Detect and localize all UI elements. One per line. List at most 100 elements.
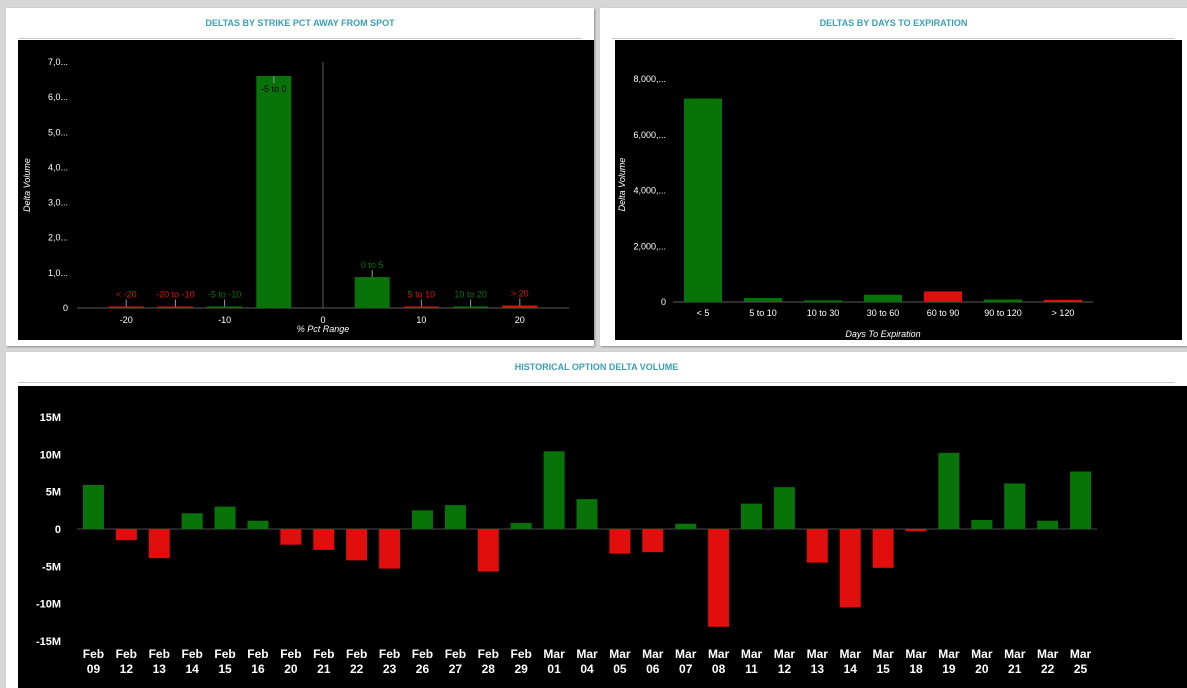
bar-mar-15 <box>872 529 894 568</box>
bar-feb-13 <box>148 529 170 559</box>
data-label-10-to-20: 10 to 20 <box>454 290 487 300</box>
bar-10-to-20 <box>453 306 489 308</box>
x-tick-day: 19 <box>942 662 956 676</box>
bar-5 <box>684 98 722 302</box>
x-tick-label: 10 to 30 <box>807 308 840 318</box>
x-tick-day: 07 <box>679 662 693 676</box>
historical-delta-panel: HISTORICAL OPTION DELTA VOLUME -15M -10M -… <box>6 352 1187 688</box>
x-tick-month: Mar <box>938 647 960 661</box>
x-tick-month: Feb <box>313 647 334 661</box>
y-tick-label: 10M <box>40 449 61 461</box>
y-tick-label: 2,0... <box>48 233 68 243</box>
x-tick-month: Mar <box>642 647 664 661</box>
y-tick-label: -10M <box>36 599 61 611</box>
bar-30-to-60 <box>864 294 902 302</box>
x-tick-month: Mar <box>609 647 631 661</box>
y-tick-label: 4,0... <box>48 162 68 172</box>
x-tick-day: 11 <box>745 662 758 676</box>
strike-pct-plot-area: 0 1,0... 2,0... 3,0... 4,0... 5,0... 6,0... 7,0… <box>18 40 594 340</box>
x-tick-label: 10 <box>416 315 426 325</box>
x-tick-day: 21 <box>317 662 331 676</box>
bar-feb-27 <box>444 505 466 529</box>
historical-delta-plot-area: -15M -10M -5M 0 5M 10M 15M Feb 09 Feb 12 Feb 13 Feb 14… <box>18 386 1187 688</box>
data-label-5-to-10: 5 to 10 <box>408 290 436 300</box>
bar-feb-22 <box>346 529 368 561</box>
days-to-expiration-panel-title: DELTAS BY DAYS TO EXPIRATION <box>819 18 968 28</box>
bar-5-to-10 <box>403 306 439 308</box>
bar-mar-07 <box>675 523 697 529</box>
x-tick-label: > 120 <box>1052 308 1075 318</box>
strike-pct-panel-title: DELTAS BY STRIKE PCT AWAY FROM SPOT <box>205 18 395 28</box>
x-tick-month: Feb <box>83 647 104 661</box>
x-tick-day: 14 <box>185 662 199 676</box>
historical-delta-chart: -15M-10M-5M05M10M15MFeb09Feb12Feb13Feb14… <box>36 412 1097 676</box>
bar-mar-14 <box>839 529 861 608</box>
data-label-5-to-0: -5 to 0 <box>261 84 287 94</box>
x-tick-month: Mar <box>971 647 993 661</box>
historical-delta-panel-title: HISTORICAL OPTION DELTA VOLUME <box>514 362 679 372</box>
bar-mar-01 <box>543 451 565 529</box>
bar-mar-19 <box>938 452 960 529</box>
x-axis-title: % Pct Range <box>297 324 350 334</box>
bar-mar-21 <box>1004 483 1026 529</box>
x-tick-day: 05 <box>613 662 627 676</box>
x-tick-day: 06 <box>646 662 660 676</box>
x-tick-label: 30 to 60 <box>867 308 900 318</box>
x-tick-month: Feb <box>346 647 367 661</box>
bar-120 <box>1044 299 1082 302</box>
x-axis-title: Days To Expiration <box>845 329 920 339</box>
x-tick-month: Mar <box>774 647 796 661</box>
bar-feb-15 <box>214 506 236 529</box>
x-tick-month: Mar <box>708 647 730 661</box>
x-tick-day: 15 <box>876 662 890 676</box>
bar-feb-28 <box>477 529 499 572</box>
x-tick-label: 5 to 10 <box>749 308 777 318</box>
x-tick-month: Feb <box>412 647 433 661</box>
x-tick-day: 15 <box>218 662 232 676</box>
x-tick-day: 18 <box>909 662 923 676</box>
x-tick-month: Mar <box>840 647 862 661</box>
bar-5-to-10 <box>207 306 243 308</box>
y-tick-label: 2,000,... <box>633 241 666 251</box>
days-to-expiration-panel-divider <box>612 38 1175 39</box>
bar-mar-18 <box>905 529 927 532</box>
y-tick-label: 8,000,... <box>633 74 666 84</box>
bar-feb-21 <box>313 529 335 550</box>
x-tick-month: Mar <box>905 647 927 661</box>
x-tick-day: 29 <box>515 662 529 676</box>
bar-mar-13 <box>806 529 828 563</box>
x-tick-month: Mar <box>1037 647 1059 661</box>
x-tick-day: 04 <box>580 662 594 676</box>
data-label-20-to-10: -20 to -10 <box>156 290 195 300</box>
x-tick-month: Feb <box>280 647 301 661</box>
bar-mar-04 <box>576 499 598 529</box>
x-tick-day: 12 <box>778 662 792 676</box>
y-tick-label: -15M <box>36 636 61 648</box>
bar-5-to-10 <box>744 298 782 302</box>
x-tick-day: 12 <box>120 662 134 676</box>
bar-feb-23 <box>379 529 401 569</box>
x-tick-day: 09 <box>87 662 101 676</box>
x-tick-month: Feb <box>247 647 268 661</box>
strike-pct-chart: 0 1,0... 2,0... 3,0... 4,0... 5,0... 6,0... 7,0… <box>22 57 569 334</box>
bar-10-to-30 <box>804 300 842 302</box>
x-tick-month: Mar <box>807 647 829 661</box>
bar-mar-25 <box>1070 471 1092 529</box>
y-tick-label: 4,000,... <box>633 186 666 196</box>
x-tick-day: 28 <box>482 662 496 676</box>
bar-mar-08 <box>708 529 730 627</box>
x-tick-label: -20 <box>120 315 133 325</box>
x-tick-day: 20 <box>284 662 298 676</box>
bar-mar-06 <box>642 529 664 553</box>
x-tick-month: Feb <box>478 647 499 661</box>
bar-20 <box>502 305 538 308</box>
bar-feb-14 <box>181 513 203 529</box>
data-label-0-to-5: 0 to 5 <box>361 260 384 270</box>
x-tick-month: Feb <box>116 647 137 661</box>
y-tick-label: 1,0... <box>48 268 68 278</box>
x-tick-month: Mar <box>576 647 598 661</box>
bar-20-to-10 <box>157 306 193 308</box>
x-tick-day: 22 <box>350 662 364 676</box>
bar-5-to-0 <box>256 76 292 308</box>
data-label-5-to-10: -5 to -10 <box>208 290 242 300</box>
